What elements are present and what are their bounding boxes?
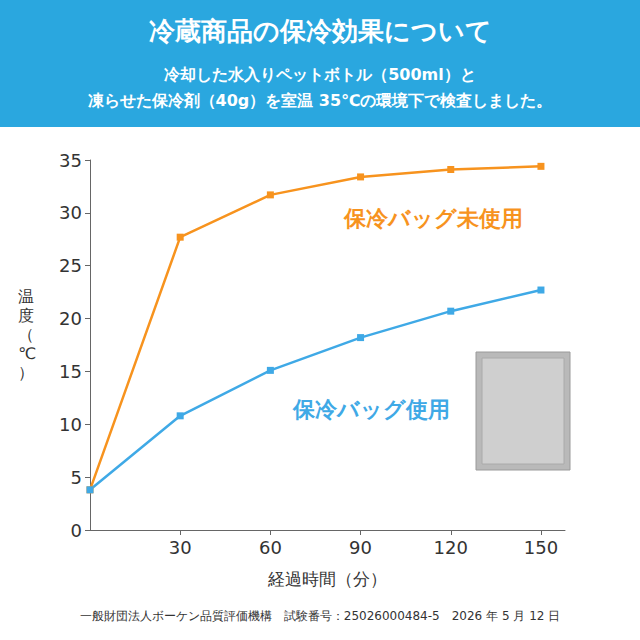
svg-text:25: 25 <box>59 255 82 276</box>
html-text:一般財団法人ボーケン品質評価機構 試験番号：25026000: 一般財団法人ボーケン品質評価機構 試験番号：25026000484-5 2026… <box>79 609 561 623</box>
svg-text:経過時間（分）: 経過時間（分） <box>267 569 387 589</box>
svg-text:35: 35 <box>59 150 82 171</box>
svg-text:度: 度 <box>18 306 34 325</box>
svg-text:20: 20 <box>59 308 82 329</box>
html-text:冷却した水入りペットボトル（500ml）と: 冷却した水入りペットボトル（500ml）と <box>164 65 476 84</box>
svg-text:5: 5 <box>71 467 82 488</box>
svg-text:）: ） <box>18 363 34 382</box>
html-text:冷蔵商品の保冷効果について: 冷蔵商品の保冷効果について <box>148 16 492 46</box>
svg-text:（: （ <box>18 325 34 344</box>
html-text:凍らせた保冷剤（40g）を室温 35℃の環境下で検査しました: 凍らせた保冷剤（40g）を室温 35℃の環境下で検査しました。 <box>87 91 553 110</box>
svg-text:60: 60 <box>259 537 282 558</box>
svg-text:保冷バッグ使用: 保冷バッグ使用 <box>292 397 450 422</box>
svg-text:30: 30 <box>59 202 82 223</box>
svg-text:温: 温 <box>18 287 34 306</box>
svg-text:10: 10 <box>59 414 82 435</box>
svg-text:15: 15 <box>59 361 82 382</box>
svg-text:℃: ℃ <box>18 344 36 363</box>
svg-text:0: 0 <box>71 520 82 541</box>
svg-text:120: 120 <box>434 537 468 558</box>
svg-text:150: 150 <box>524 537 558 558</box>
svg-text:90: 90 <box>349 537 372 558</box>
svg-text:保冷バッグ未使用: 保冷バッグ未使用 <box>343 206 523 231</box>
svg-text:30: 30 <box>169 537 192 558</box>
